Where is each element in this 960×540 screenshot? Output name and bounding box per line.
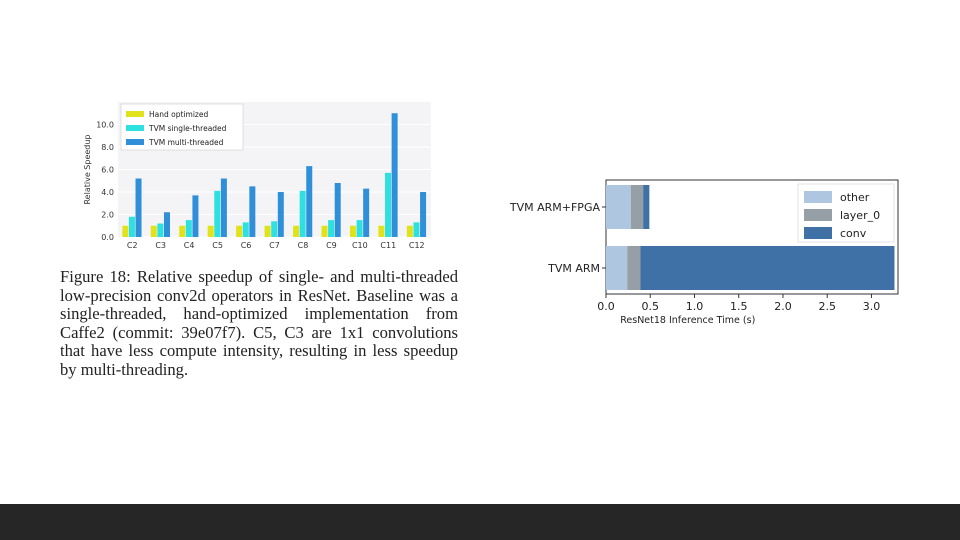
bar (192, 195, 199, 237)
bar (356, 220, 363, 237)
legend-swatch (126, 139, 144, 145)
y-axis-label: Relative Speedup (83, 134, 92, 204)
bar-segment (630, 185, 644, 229)
legend-label: conv (840, 227, 867, 240)
bar (214, 190, 221, 237)
bar (264, 225, 271, 237)
bar (249, 186, 256, 237)
x-tick-label: 1.5 (730, 300, 748, 313)
x-tick-label: C12 (409, 241, 425, 250)
bar-segment (627, 246, 641, 290)
bar (185, 220, 192, 237)
bar (413, 222, 420, 237)
bar (321, 225, 328, 237)
x-tick-label: C2 (127, 241, 138, 250)
y-tick-label: 4.0 (101, 188, 114, 197)
legend-label: Hand optimized (149, 110, 208, 119)
x-tick-label: C6 (241, 241, 252, 250)
legend-swatch (804, 227, 832, 239)
legend-label: TVM multi-threaded (148, 138, 224, 147)
x-tick-label: C10 (352, 241, 368, 250)
x-tick-label: 0.5 (641, 300, 659, 313)
legend-label: other (840, 191, 870, 204)
bar (385, 172, 392, 237)
bar (135, 178, 142, 237)
y-tick-label: 0.0 (101, 233, 114, 242)
bar (420, 192, 427, 237)
x-tick-label: 2.5 (818, 300, 836, 313)
x-tick-label: C8 (298, 241, 309, 250)
y-tick-label: TVM ARM (547, 262, 600, 275)
bar (378, 225, 385, 237)
x-axis-label: ResNet18 Inference Time (s) (620, 315, 755, 326)
bar (391, 113, 398, 237)
bar (277, 192, 284, 237)
x-tick-label: 1.0 (686, 300, 704, 313)
speedup-bar-chart: 0.0 2.0 4.0 6.0 8.0 10.0 Relative Speedup C2 C3 C… (83, 102, 431, 250)
figure-caption: Figure 18: Relative speedup of single- a… (60, 267, 458, 379)
legend-swatch (126, 125, 144, 131)
x-tick-label: C11 (380, 241, 396, 250)
bar (271, 221, 278, 237)
bar (150, 225, 157, 237)
footer-bar (0, 504, 960, 540)
legend-label: TVM single-threaded (148, 124, 227, 133)
bar (328, 220, 335, 237)
inference-time-bar-chart: TVM ARM+FPGA TVM ARM 0.0 0.5 1.0 1.5 2.0 2.5 3.0… (509, 179, 899, 326)
bar (299, 190, 306, 237)
bar (207, 225, 214, 237)
y-tick-label: 10.0 (96, 121, 114, 130)
legend-swatch (126, 111, 144, 117)
bar (406, 225, 413, 237)
legend-swatch (804, 191, 832, 203)
x-tick-label: C4 (184, 241, 195, 250)
bar-segment (606, 246, 628, 290)
bar (236, 225, 243, 237)
bar (122, 225, 129, 237)
x-tick-label: 3.0 (863, 300, 881, 313)
bar (128, 216, 135, 237)
x-tick-label: C5 (212, 241, 223, 250)
y-tick-label: TVM ARM+FPGA (509, 201, 601, 214)
bar (293, 225, 300, 237)
bar (163, 212, 170, 237)
bar-segment (643, 185, 650, 229)
bar-segment (640, 246, 895, 290)
y-tick-label: 2.0 (101, 211, 114, 220)
bar (220, 178, 227, 237)
bar (157, 223, 164, 237)
bar (242, 222, 249, 237)
x-tick-label: 2.0 (774, 300, 792, 313)
x-tick-label: C3 (155, 241, 166, 250)
y-tick-label: 8.0 (101, 143, 114, 152)
x-tick-label: C7 (269, 241, 280, 250)
y-tick-label: 6.0 (101, 166, 114, 175)
bar (334, 183, 341, 237)
x-tick-label: C9 (326, 241, 337, 250)
bar-segment (606, 185, 631, 229)
legend-label: layer_0 (840, 209, 880, 222)
bar (363, 188, 370, 237)
bar (349, 225, 356, 237)
bar (306, 166, 313, 237)
legend-swatch (804, 209, 832, 221)
bar (179, 225, 186, 237)
x-tick-label: 0.0 (597, 300, 615, 313)
